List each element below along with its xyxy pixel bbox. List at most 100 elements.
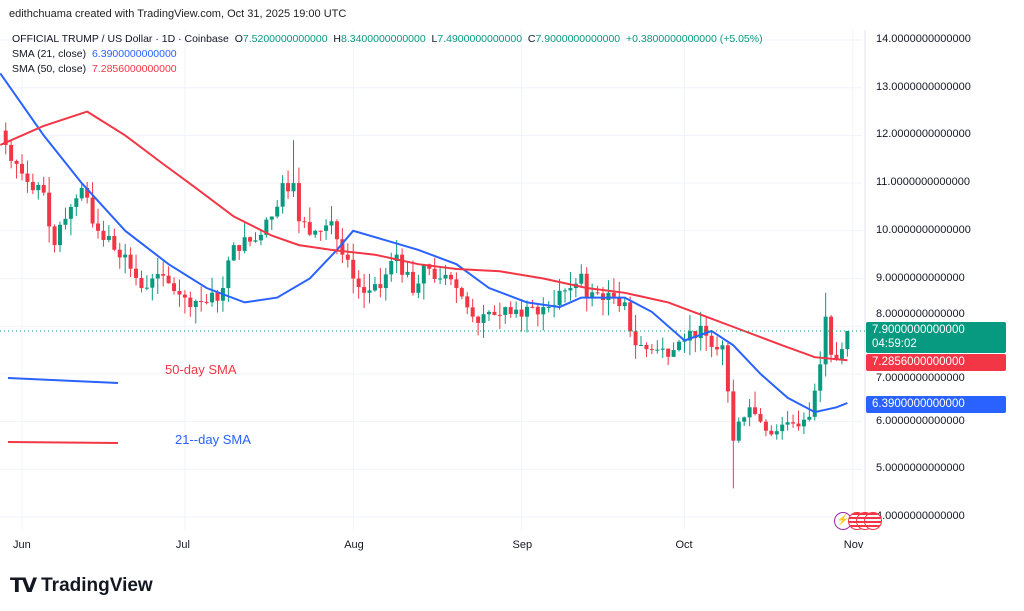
candle-body <box>199 300 204 302</box>
candle-body <box>74 198 79 207</box>
candle-body <box>812 390 817 417</box>
candle-body <box>264 219 269 235</box>
candle-body <box>405 271 410 275</box>
candle-body <box>524 306 529 317</box>
candle-body <box>725 345 730 392</box>
candle-body <box>698 325 703 339</box>
candle-body <box>242 237 247 251</box>
candle-body <box>633 331 638 346</box>
low-label: L <box>431 33 438 45</box>
sma50-line <box>0 110 848 362</box>
candle-body <box>166 275 171 284</box>
candle-body <box>736 421 741 441</box>
candle-body <box>172 283 177 291</box>
candle-body <box>123 254 128 258</box>
last-price-tag: 7.9000000000000 04:59:02 <box>866 322 1006 353</box>
candle-body <box>780 424 785 432</box>
candle-body <box>763 421 768 431</box>
sma21-legend[interactable]: SMA (21, close) 6.3900000000000 <box>12 47 763 62</box>
tradingview-logo[interactable]: 𝗧𝗩 TradingView <box>10 573 153 598</box>
candle-body <box>334 221 339 240</box>
candle-body <box>367 290 372 293</box>
candle-body <box>693 330 698 339</box>
event-icons[interactable]: ⚡ <box>834 512 882 530</box>
candle-body <box>329 221 334 226</box>
candle-body <box>438 278 443 280</box>
candle-body <box>128 254 133 269</box>
candle-body <box>296 183 301 222</box>
candle-body <box>372 284 377 291</box>
sma21-annotation: 21--day SMA <box>175 432 251 447</box>
candle-body <box>351 259 356 279</box>
candle-body <box>394 254 399 262</box>
candle-body <box>291 183 296 192</box>
high-value: 8.3400000000000 <box>341 33 426 45</box>
price-tick-label: 13.0000000000000 <box>876 81 971 93</box>
candle-body <box>182 294 187 298</box>
candle-body <box>687 330 692 341</box>
symbol-title[interactable]: OFFICIAL TRUMP / US Dollar · 1D · Coinba… <box>12 33 229 45</box>
candle-body <box>421 264 426 284</box>
price-tick-label: 9.0000000000000 <box>876 272 965 284</box>
ohlc-row: OFFICIAL TRUMP / US Dollar · 1D · Coinba… <box>12 32 763 47</box>
candle-body <box>318 230 323 232</box>
candle-body <box>617 296 622 307</box>
candle-body <box>508 307 513 314</box>
candle-body <box>801 419 806 427</box>
time-tick-label: Nov <box>843 539 864 551</box>
candle-body <box>286 183 291 192</box>
candle-body <box>677 341 682 351</box>
candle-body <box>161 274 166 276</box>
sma50-drawing-line <box>7 441 119 444</box>
candle-body <box>845 330 850 350</box>
time-tick-label: Sep <box>512 539 533 551</box>
candle-body <box>193 300 198 308</box>
candle-body <box>410 271 415 293</box>
close-value: 7.9000000000000 <box>535 33 621 45</box>
sma21-line <box>0 72 848 414</box>
candle-body <box>791 422 796 424</box>
tv-logo-icon: 𝗧𝗩 <box>10 575 37 597</box>
sma50-price-tag: 7.2856000000000 <box>866 354 1006 371</box>
sma50-value: 7.2856000000000 <box>91 63 177 75</box>
candle-body <box>747 407 752 418</box>
price-tick-label: 5.0000000000000 <box>876 462 965 474</box>
sma50-legend[interactable]: SMA (50, close) 7.2856000000000 <box>12 62 763 77</box>
candle-body <box>362 287 367 293</box>
candle-body <box>448 274 453 280</box>
candle-body <box>96 223 101 231</box>
candle-body <box>660 348 665 350</box>
price-tick-label: 11.0000000000000 <box>876 176 971 188</box>
candle-body <box>275 206 280 217</box>
price-tick-label: 10.0000000000000 <box>876 224 971 236</box>
candle-body <box>20 163 24 174</box>
time-tick-label: Aug <box>344 539 364 551</box>
us-flag-icon-3[interactable] <box>864 512 882 530</box>
candle-body <box>611 292 616 297</box>
candle-body <box>416 283 421 293</box>
candle-body <box>3 130 8 145</box>
candle-body <box>546 307 551 309</box>
candle-body <box>210 292 215 303</box>
candle-body <box>530 306 535 308</box>
candle-body <box>666 348 671 357</box>
open-value: 7.5200000000000 <box>242 33 328 45</box>
candle-body <box>769 430 774 435</box>
candle-body <box>818 364 823 391</box>
candle-body <box>324 225 329 231</box>
candle-body <box>356 278 361 288</box>
candle-body <box>595 292 600 294</box>
candle-body <box>649 349 654 351</box>
candle-body <box>101 230 106 240</box>
candle-body <box>584 273 589 298</box>
candle-body <box>535 306 540 315</box>
candle-body <box>215 292 220 301</box>
candle-body <box>541 307 546 315</box>
candle-body <box>834 354 839 360</box>
candle-body <box>519 309 524 317</box>
candle-body <box>231 245 236 261</box>
candle-body <box>807 416 812 420</box>
price-tick-label: 12.0000000000000 <box>876 128 971 140</box>
candle-body <box>307 222 312 235</box>
